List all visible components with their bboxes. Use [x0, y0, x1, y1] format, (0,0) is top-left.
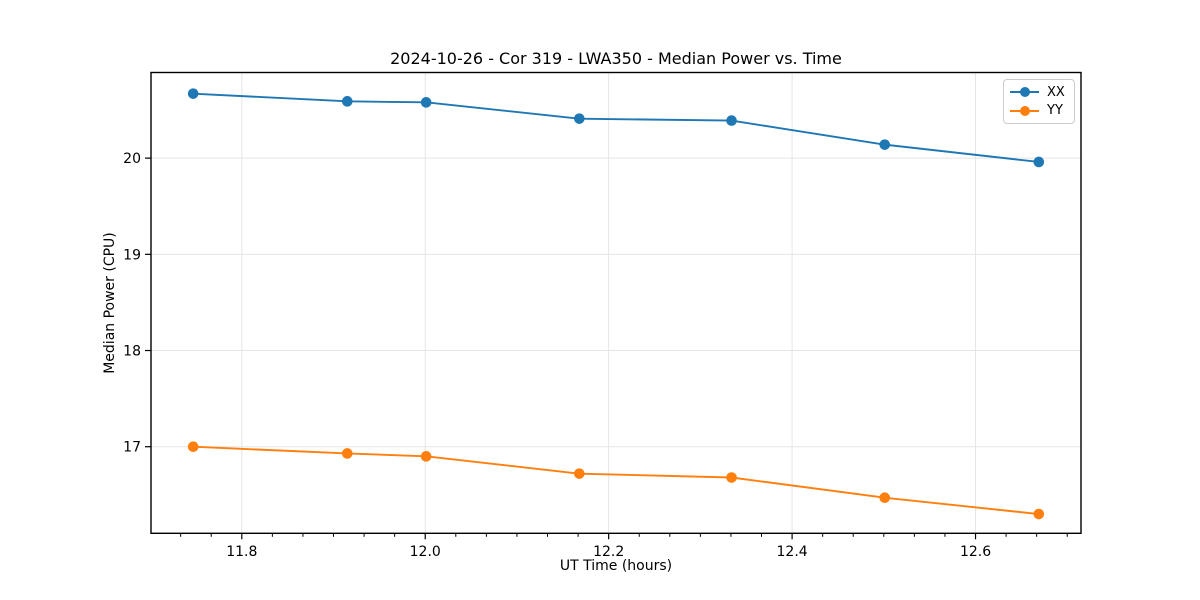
data-point-xx [726, 115, 737, 126]
data-point-yy [879, 492, 891, 504]
legend: XX YY [1003, 79, 1075, 124]
y-tick-label: 18 [123, 344, 141, 360]
series-line-yy [193, 445, 1039, 516]
legend-label-xx: XX [1047, 84, 1065, 100]
y-tick-label: 19 [123, 247, 141, 263]
x-tick-label: 12.4 [777, 544, 808, 560]
data-point-yy [341, 448, 353, 459]
data-point-xx [879, 139, 891, 150]
legend-line-marker-icon [1010, 87, 1039, 98]
x-tick-label: 12.2 [593, 544, 624, 560]
data-point-yy [187, 441, 199, 453]
data-point-yy [574, 468, 585, 479]
legend-item-yy: YY [1010, 102, 1068, 120]
data-point-xx [187, 88, 199, 99]
x-tick-label: 12.0 [410, 544, 441, 560]
data-point-xx [420, 97, 432, 108]
y-tick-label: 17 [123, 440, 141, 456]
legend-label-yy: YY [1047, 103, 1063, 119]
x-tick-label: 12.6 [960, 544, 991, 560]
plot-border [150, 71, 1082, 534]
x-axis-label: UT Time (hours) [559, 558, 673, 574]
data-point-xx [1033, 156, 1045, 168]
series-line-xx [193, 92, 1039, 163]
chart-title: 2024-10-26 - Cor 319 - LWA350 - Median P… [390, 49, 842, 68]
data-point-xx [341, 96, 353, 107]
x-tick-label: 11.8 [226, 544, 257, 560]
data-point-yy [420, 451, 432, 462]
y-tick-label: 20 [123, 151, 141, 167]
data-point-yy [726, 472, 737, 483]
legend-line-marker-icon [1010, 105, 1039, 116]
legend-item-xx: XX [1010, 83, 1068, 101]
data-point-xx [574, 113, 585, 124]
data-point-yy [1033, 508, 1045, 520]
y-axis-label: Median Power (CPU) [102, 232, 118, 374]
